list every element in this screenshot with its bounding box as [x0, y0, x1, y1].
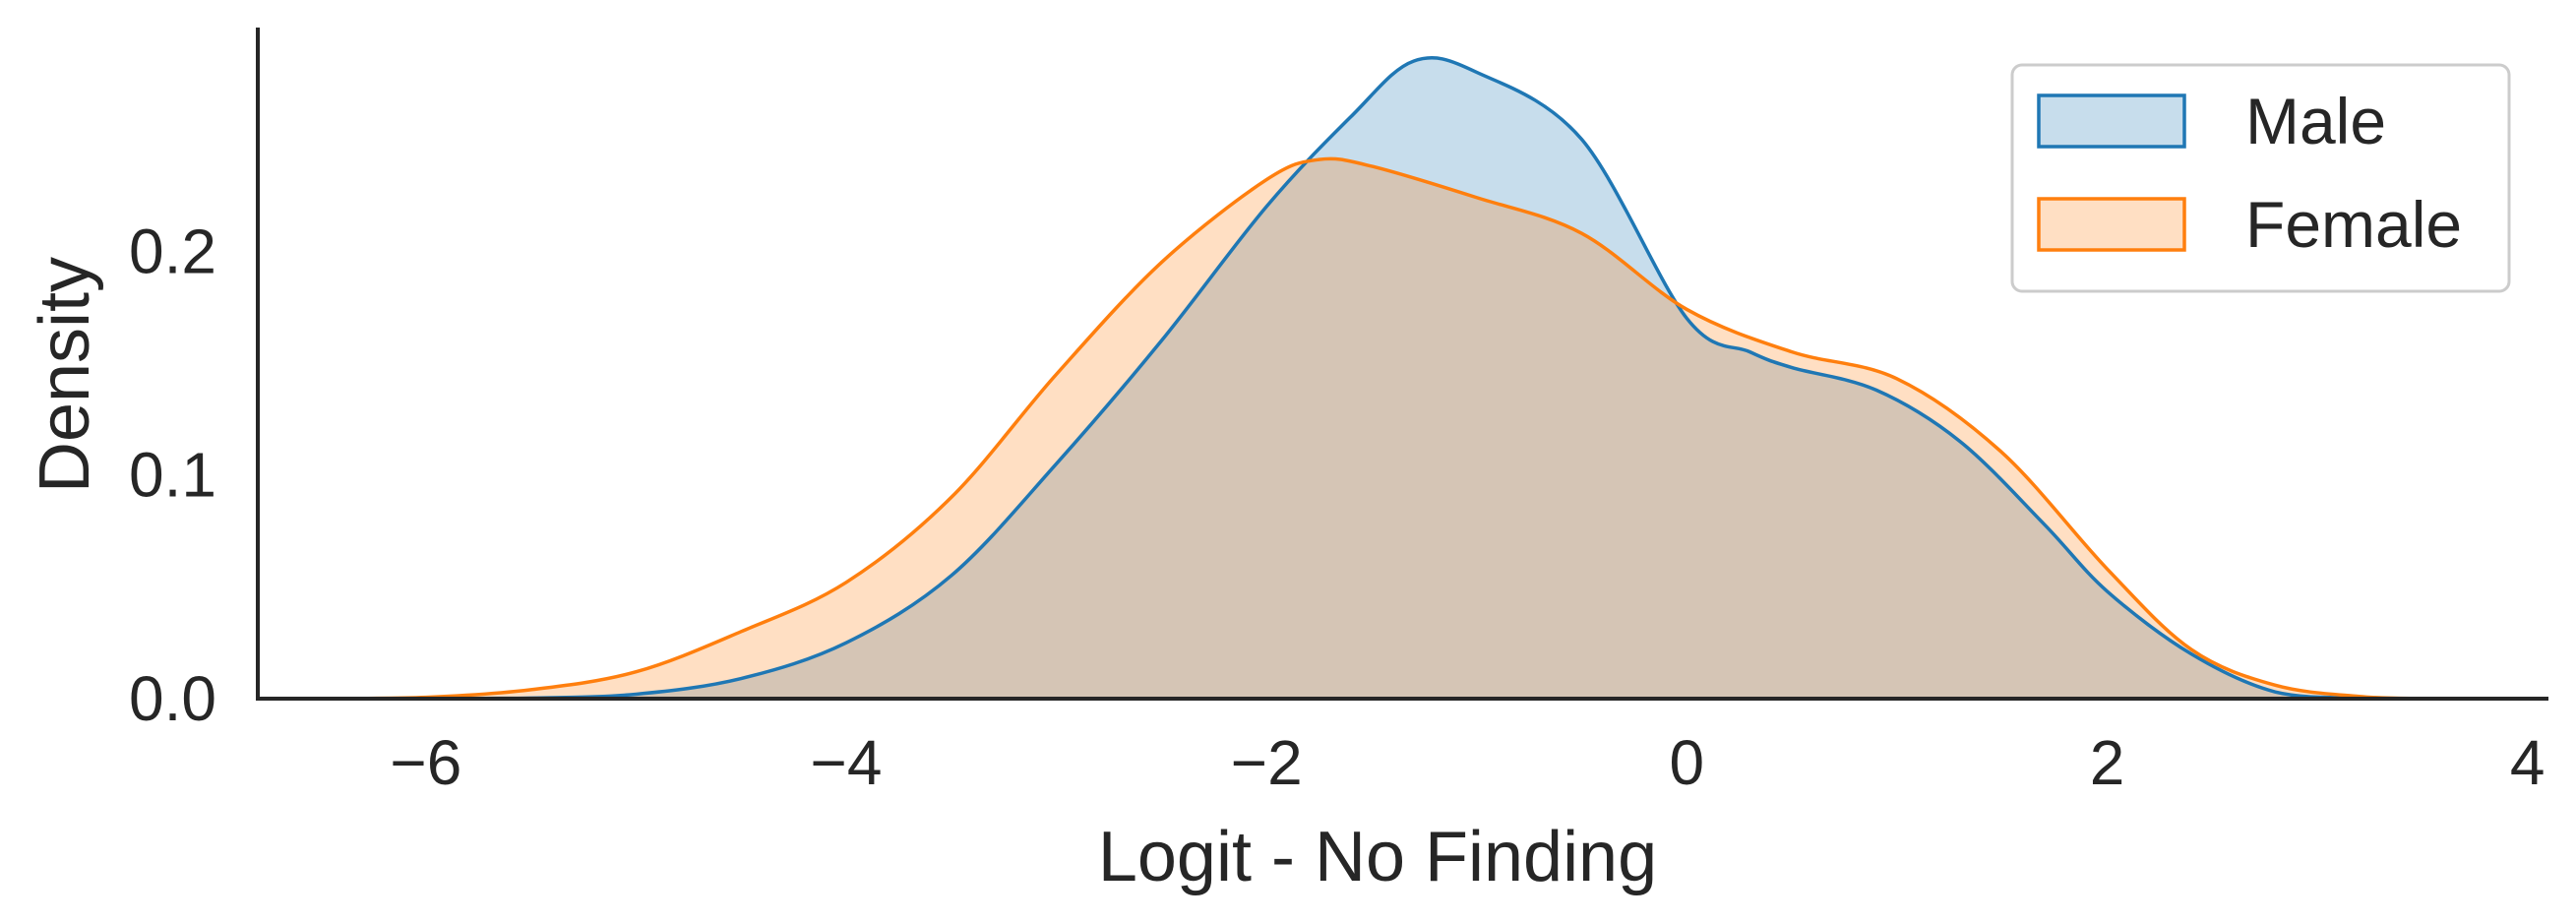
x-axis-title: Logit - No Finding [1098, 818, 1657, 896]
series-fills [321, 57, 2423, 700]
x-tick-label: 0 [1670, 727, 1705, 798]
legend-label-female: Female [2245, 188, 2462, 261]
legend: Male Female [2010, 63, 2511, 293]
x-tick-label: −6 [390, 727, 461, 798]
series-female-line [321, 156, 2423, 701]
x-tick-labels: −6 −4 −2 0 2 4 [390, 727, 2545, 798]
y-tick-label: 0.2 [129, 215, 216, 286]
y-tick-label: 0.0 [129, 663, 216, 734]
y-tick-label: 0.1 [129, 440, 216, 511]
legend-swatch-female [2037, 197, 2186, 252]
x-tick-label: −2 [1231, 727, 1303, 798]
legend-swatch-male [2037, 93, 2186, 149]
series-lines [321, 55, 2423, 701]
x-tick-label: 4 [2510, 727, 2545, 798]
y-axis-title: Density [26, 257, 104, 493]
axes [256, 28, 2548, 701]
x-tick-label: 2 [2090, 727, 2125, 798]
series-female-fill [321, 158, 2423, 699]
series-male-line [404, 55, 2423, 701]
series-male-fill [404, 57, 2423, 700]
legend-items: Male Female [2037, 85, 2462, 261]
x-tick-label: −4 [811, 727, 883, 798]
y-tick-labels: 0.0 0.1 0.2 [129, 215, 216, 734]
legend-label-male: Male [2245, 85, 2386, 157]
